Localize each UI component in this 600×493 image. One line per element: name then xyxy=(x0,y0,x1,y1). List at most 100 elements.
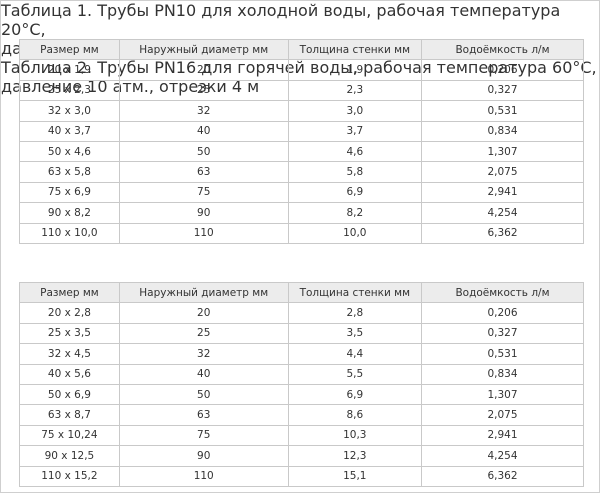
table-row: 32 х 3,0 32 3,0 0,531 xyxy=(19,100,585,122)
table-cell: 5,8 xyxy=(287,161,422,183)
table-cell: 25 х 2,3 xyxy=(19,79,120,102)
table-cell: 0,327 xyxy=(420,79,585,102)
table-cell: 90 х 8,2 xyxy=(19,202,120,224)
table-cell: 90 xyxy=(118,202,289,224)
table-cell: 63 х 8,7 xyxy=(19,404,120,426)
table-row: 20 х 2,8 20 2,8 0,206 xyxy=(19,302,585,324)
table-cell: 3,7 xyxy=(287,120,422,142)
table-cell: 110 xyxy=(118,465,289,487)
header-cell: Размер мм xyxy=(19,38,120,61)
table-title: Таблица 1. Трубы PN10 для холодной воды,… xyxy=(1,1,561,39)
table-cell: 0,327 xyxy=(420,322,585,345)
table-cell: 15,1 xyxy=(287,465,422,487)
table-cell: 10,0 xyxy=(287,222,422,244)
header-cell: Толщина стенки мм xyxy=(287,281,422,304)
table-row: 32 х 4,5 32 4,4 0,531 xyxy=(19,343,585,365)
table-row: 75 х 6,9 75 6,9 2,941 xyxy=(19,181,585,204)
table-cell: 3,0 xyxy=(287,100,422,122)
table-cell: 4,6 xyxy=(287,140,422,163)
table-row: 40 х 3,7 40 3,7 0,834 xyxy=(19,120,585,142)
table-cell: 0,834 xyxy=(420,120,585,142)
header-cell: Водоёмкость л/м xyxy=(420,38,585,61)
table-cell: 2,8 xyxy=(287,302,422,324)
header-cell: Наружный диаметр мм xyxy=(118,281,289,304)
table-cell: 6,362 xyxy=(420,222,585,244)
table-cell: 6,362 xyxy=(420,465,585,487)
table-cell: 2,941 xyxy=(420,181,585,204)
table-cell: 2,075 xyxy=(420,404,585,426)
header-cell: Наружный диаметр мм xyxy=(118,38,289,61)
table-row: 50 х 6,9 50 6,9 1,307 xyxy=(19,383,585,406)
table-cell: 25 xyxy=(118,79,289,102)
table-cell: 110 х 15,2 xyxy=(19,465,120,487)
table-row: 50 х 4,6 50 4,6 1,307 xyxy=(19,140,585,163)
table-cell: 0,206 xyxy=(420,59,585,81)
header-cell: Толщина стенки мм xyxy=(287,38,422,61)
table-cell: 0,834 xyxy=(420,363,585,385)
table-cell: 20 xyxy=(118,302,289,324)
table-cell: 50 xyxy=(118,140,289,163)
table-cell: 1,307 xyxy=(420,140,585,163)
table-cell: 6,9 xyxy=(287,383,422,406)
table-cell: 32 xyxy=(118,343,289,365)
table-cell: 63 х 5,8 xyxy=(19,161,120,183)
table-cell: 25 х 3,5 xyxy=(19,322,120,345)
table-cell: 2,941 xyxy=(420,424,585,447)
table-row: 63 х 5,8 63 5,8 2,075 xyxy=(19,161,585,183)
table-cell: 63 xyxy=(118,404,289,426)
table-cell: 75 xyxy=(118,424,289,447)
table-cell: 20 х 1,9 xyxy=(19,59,120,81)
table-cell: 90 xyxy=(118,445,289,467)
table-row: 75 х 10,24 75 10,3 2,941 xyxy=(19,424,585,447)
table-cell: 110 х 10,0 xyxy=(19,222,120,244)
table-cell: 2,075 xyxy=(420,161,585,183)
table-cell: 1,307 xyxy=(420,383,585,406)
table-cell: 50 xyxy=(118,383,289,406)
table-cell: 20 х 2,8 xyxy=(19,302,120,324)
table-cell: 4,4 xyxy=(287,343,422,365)
table-cell: 10,3 xyxy=(287,424,422,447)
table-cell: 40 xyxy=(118,120,289,142)
data-table: Размер мм Наружный диаметр мм Толщина стен… xyxy=(19,281,585,487)
table-cell: 40 х 5,6 xyxy=(19,363,120,385)
table-row: 90 х 12,5 90 12,3 4,254 xyxy=(19,445,585,467)
table-row: 20 х 1,9 20 1,9 0,206 xyxy=(19,59,585,81)
header-cell: Размер мм xyxy=(19,281,120,304)
table-cell: 75 х 10,24 xyxy=(19,424,120,447)
table-cell: 12,3 xyxy=(287,445,422,467)
table-cell: 50 х 6,9 xyxy=(19,383,120,406)
table-cell: 0,531 xyxy=(420,100,585,122)
table-row: 110 х 15,2 110 15,1 6,362 xyxy=(19,465,585,487)
table-cell: 6,9 xyxy=(287,181,422,204)
header-row: Размер мм Наружный диаметр мм Толщина стен… xyxy=(19,38,585,61)
table-cell: 25 xyxy=(118,322,289,345)
table-cell: 8,2 xyxy=(287,202,422,224)
data-table: Размер мм Наружный диаметр мм Толщина стен… xyxy=(19,38,585,244)
table-cell: 50 х 4,6 xyxy=(19,140,120,163)
table-cell: 20 xyxy=(118,59,289,81)
table-cell: 2,3 xyxy=(287,79,422,102)
table-cell: 63 xyxy=(118,161,289,183)
table-cell: 0,206 xyxy=(420,302,585,324)
table-cell: 8,6 xyxy=(287,404,422,426)
table-cell: 110 xyxy=(118,222,289,244)
table-row: 25 х 3,5 25 3,5 0,327 xyxy=(19,322,585,345)
table-row: 63 х 8,7 63 8,6 2,075 xyxy=(19,404,585,426)
table-cell: 75 х 6,9 xyxy=(19,181,120,204)
table-row: 90 х 8,2 90 8,2 4,254 xyxy=(19,202,585,224)
table-cell: 40 х 3,7 xyxy=(19,120,120,142)
table-cell: 32 х 3,0 xyxy=(19,100,120,122)
table-cell: 75 xyxy=(118,181,289,204)
table-cell: 32 xyxy=(118,100,289,122)
table-cell: 1,9 xyxy=(287,59,422,81)
table-cell: 32 х 4,5 xyxy=(19,343,120,365)
header-row: Размер мм Наружный диаметр мм Толщина стен… xyxy=(19,281,585,304)
table-cell: 4,254 xyxy=(420,202,585,224)
table-cell: 40 xyxy=(118,363,289,385)
table-cell: 90 х 12,5 xyxy=(19,445,120,467)
table-cell: 4,254 xyxy=(420,445,585,467)
table-row: 40 х 5,6 40 5,5 0,834 xyxy=(19,363,585,385)
table-row: 25 х 2,3 25 2,3 0,327 xyxy=(19,79,585,102)
table-cell: 0,531 xyxy=(420,343,585,365)
